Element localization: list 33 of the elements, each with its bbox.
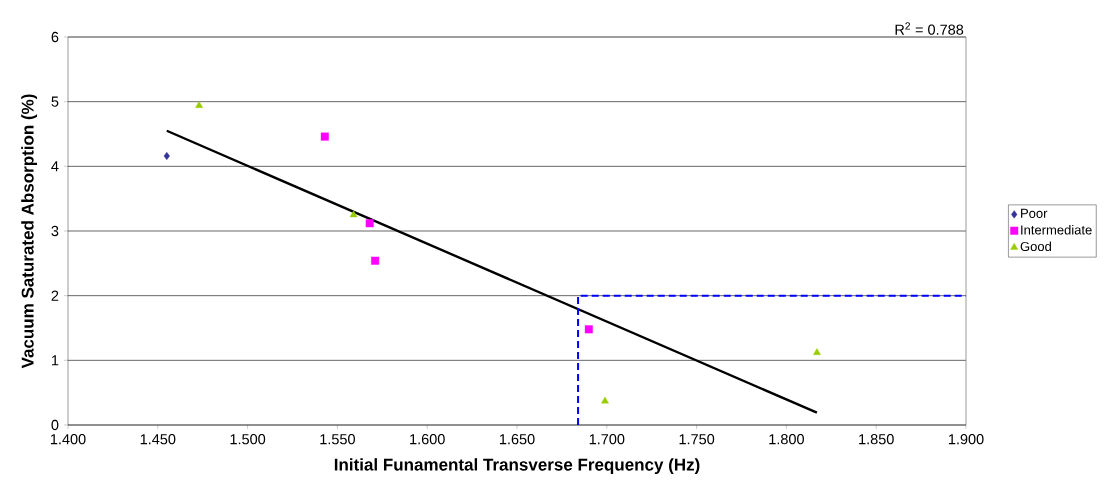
y-tick-label: 6 [51,31,59,43]
point [813,348,821,355]
point [584,325,593,334]
point [371,256,380,265]
point [349,210,358,218]
legend-label: Poor [1021,208,1048,218]
point [320,132,329,141]
x-axis-title: Initial Funamental Transverse Frequency (Hz) [334,458,700,475]
point [601,396,609,404]
x-tick-label: 1.700 [589,434,625,445]
x-tick-label: 1.800 [769,434,804,445]
point [365,219,374,228]
x-tick-label: 1.500 [230,434,266,445]
x-tick-label: 1.650 [499,434,535,445]
x-tick-label: 1.400 [50,434,86,445]
x-tick-label: 1.750 [679,434,715,445]
x-tick-label: 1.600 [410,434,445,445]
legend-label: Intermediate [1021,224,1092,235]
text: R$^{2}$ = 0.788 [895,22,964,35]
x-tick-label: 1.450 [140,434,176,445]
y-tick-label: 5 [51,96,59,107]
x-tick-label: 1.850 [859,434,894,445]
y-tick-label: 3 [51,225,59,237]
x-tick-label: 1.550 [320,434,355,445]
y-tick-label: 2 [51,290,59,301]
y-tick-label: 1 [52,355,59,366]
legend-label: Good [1020,241,1051,252]
y-tick-label: 4 [51,161,59,172]
y-axis-title: Vacuum Saturated Absorption (%) [21,94,38,369]
y-tick-label: 0 [51,419,59,431]
x-tick-label: 1.900 [948,434,984,445]
point [195,101,203,108]
point [163,151,170,160]
